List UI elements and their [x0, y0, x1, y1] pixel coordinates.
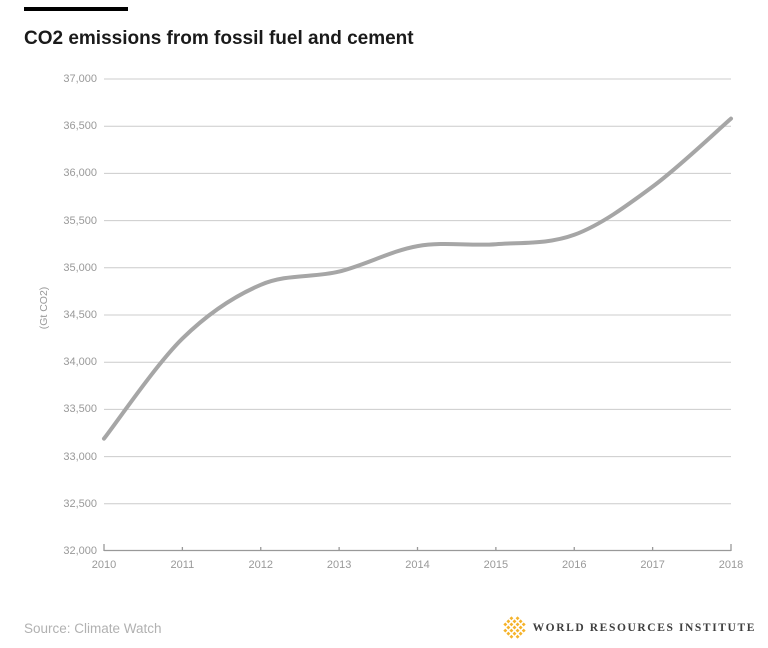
lattice-diamond — [509, 622, 513, 627]
lattice-diamond — [505, 625, 510, 630]
gridlines — [104, 78, 731, 505]
lattice-diamond — [518, 619, 523, 624]
wri-logo-text: WORLD RESOURCES INSTITUTE — [532, 621, 756, 634]
lattice-diamond — [512, 619, 517, 624]
y-axis-label: 36,000 — [63, 167, 97, 180]
lattice-diamond — [515, 634, 520, 639]
y-axis-label: 32,500 — [63, 497, 97, 510]
lattice-diamond — [509, 616, 513, 621]
y-axis-label: 35,500 — [63, 214, 97, 227]
x-axis-label: 2015 — [483, 559, 509, 571]
y-axis-label: 33,000 — [63, 450, 97, 463]
wri-lattice-icon — [502, 616, 526, 639]
wri-logo: WORLD RESOURCES INSTITUTE — [502, 616, 756, 639]
y-axis-label: 35,000 — [63, 261, 97, 274]
x-axis-label: 2011 — [170, 559, 195, 571]
x-axis-label: 2014 — [405, 559, 430, 571]
lattice-diamond — [521, 622, 526, 627]
y-axis-label: 32,000 — [63, 545, 97, 557]
y-axis-label: 36,500 — [63, 120, 97, 133]
x-axis-label: 2017 — [640, 559, 665, 571]
lattice-diamond — [515, 628, 520, 633]
lattice-diamond — [512, 631, 517, 636]
lattice-diamond — [515, 616, 520, 621]
x-axis-label: 2018 — [718, 559, 744, 571]
x-axis-label: 2010 — [91, 559, 117, 571]
lattice-diamond — [502, 628, 507, 633]
chart-title: CO2 emissions from fossil fuel and cemen… — [24, 28, 414, 49]
x-axis-label: 2013 — [326, 559, 352, 571]
source-attribution: Source: Climate Watch — [24, 621, 162, 636]
lattice-diamond — [509, 634, 513, 639]
x-axis — [103, 544, 732, 552]
top-accent-rule — [24, 7, 128, 11]
lattice-diamond — [512, 625, 517, 630]
lattice-diamond — [521, 628, 526, 633]
x-axis-label: 2012 — [248, 559, 273, 571]
lattice-diamond — [515, 622, 520, 627]
lattice-diamond — [505, 631, 510, 636]
x-axis-label: 2016 — [562, 559, 587, 571]
lattice-diamond — [509, 628, 513, 633]
lattice-diamond — [502, 622, 507, 627]
y-axis-label: 33,500 — [63, 403, 97, 416]
y-axis-label: 34,000 — [63, 356, 97, 369]
y-axis-label: 37,000 — [63, 73, 97, 85]
lattice-diamond — [518, 631, 523, 636]
lattice-diamond — [505, 619, 510, 624]
y-axis-label: 34,500 — [63, 309, 97, 321]
y-axis-title: (Gt CO2) — [38, 286, 50, 330]
lattice-diamond — [518, 625, 523, 630]
emissions-line-series — [102, 116, 733, 441]
